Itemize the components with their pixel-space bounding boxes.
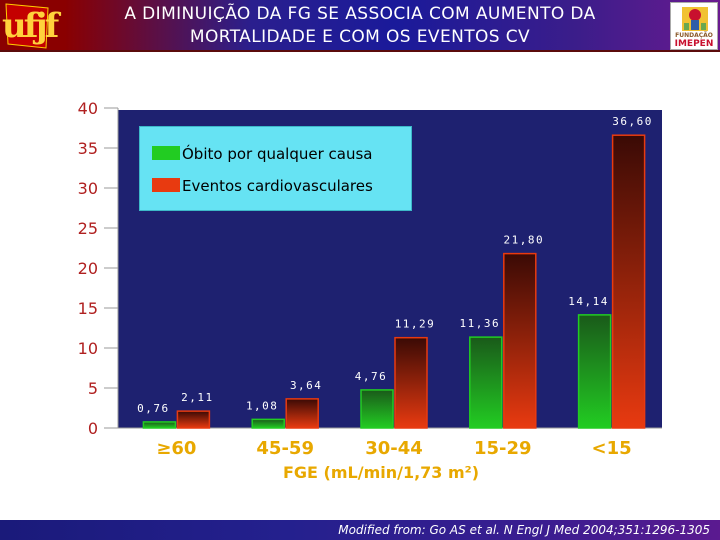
- bar-obito: [360, 389, 394, 429]
- y-tick-label: 35: [78, 139, 98, 158]
- data-label-cv: 2,11: [181, 391, 214, 404]
- bar-cv: [176, 410, 211, 429]
- x-axis-title: FGE (mL/min/1,73 m²): [283, 463, 479, 482]
- y-tick-label: 15: [78, 299, 98, 318]
- bar-obito: [142, 421, 177, 429]
- data-label-cv: 21,80: [503, 234, 544, 247]
- data-label-obito: 11,36: [459, 317, 500, 330]
- y-tick-label: 5: [88, 379, 98, 398]
- citation-text: Modified from: Go AS et al. N Engl J Med…: [338, 523, 710, 537]
- logo-flare-icon: [5, 3, 49, 49]
- y-tick-label: 25: [78, 219, 98, 238]
- bar-cv: [611, 134, 646, 429]
- category-label: 15-29: [474, 438, 532, 459]
- imepen-logo: FUNDAÇÃO IMEPEN: [670, 2, 718, 50]
- bar-obito: [469, 336, 503, 429]
- bar-chart: 0 5 10 15 20 25 30 35 40 0,76 2,11 ≥60 1,08 3,64 45-59…: [78, 99, 662, 482]
- category-label: ≥60: [156, 438, 196, 459]
- category-label: <15: [592, 438, 632, 459]
- slide-title: A DIMINUIÇÃO DA FG SE ASSOCIA COM AUMENT…: [58, 3, 662, 49]
- data-label-cv: 3,64: [290, 379, 323, 392]
- y-tick-label: 0: [88, 419, 98, 438]
- bar-obito: [251, 418, 285, 429]
- chart-legend: Óbito por qualquer causa Eventos cardiov…: [139, 126, 412, 211]
- imepen-logo-line1: FUNDAÇÃO: [675, 32, 713, 39]
- header-band: ufjf A DIMINUIÇÃO DA FG SE ASSOCIA COM A…: [0, 0, 720, 52]
- bar-cv: [503, 252, 537, 429]
- y-tick-label: 10: [78, 339, 98, 358]
- imepen-emblem-icon: [682, 7, 708, 31]
- footer-band: Modified from: Go AS et al. N Engl J Med…: [0, 520, 720, 540]
- category-label: 30-44: [365, 438, 423, 459]
- data-label-obito: 1,08: [246, 399, 279, 412]
- legend-label-cv: Eventos cardiovasculares: [182, 177, 373, 195]
- data-label-obito: 0,76: [137, 402, 170, 415]
- bar-cv: [394, 336, 428, 429]
- bar-cv: [285, 398, 319, 429]
- y-tick-label: 20: [78, 259, 98, 278]
- data-label-cv: 36,60: [612, 115, 653, 128]
- legend-label-obito: Óbito por qualquer causa: [182, 145, 373, 163]
- bar-obito: [577, 314, 612, 429]
- ufjf-logo: ufjf: [2, 3, 59, 49]
- legend-swatch-cv: [152, 178, 180, 192]
- data-label-obito: 4,76: [355, 370, 388, 383]
- category-label: 45-59: [256, 438, 314, 459]
- y-tick-label: 30: [78, 179, 98, 198]
- imepen-logo-line2: IMEPEN: [674, 39, 714, 49]
- slide-title-line2: MORTALIDADE E COM OS EVENTOS CV: [189, 27, 531, 47]
- y-tick-label: 40: [78, 99, 98, 118]
- slide-title-line1: A DIMINUIÇÃO DA FG SE ASSOCIA COM AUMENT…: [124, 4, 596, 24]
- legend-swatch-obito: [152, 146, 180, 160]
- data-label-cv: 11,29: [395, 318, 436, 331]
- data-label-obito: 14,14: [568, 295, 609, 308]
- logo-left-text: ufjf: [2, 6, 59, 46]
